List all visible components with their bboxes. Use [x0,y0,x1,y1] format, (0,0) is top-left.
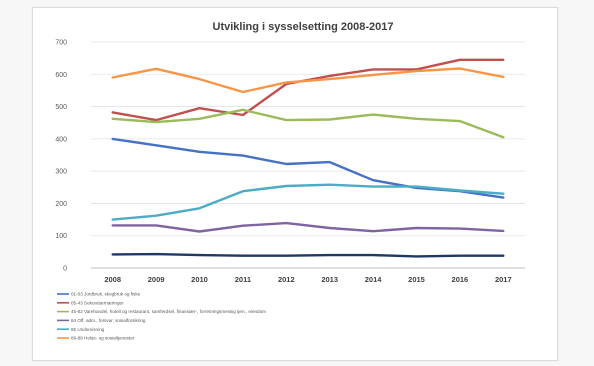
legend-label: 45-82 Varehandel, hotell og restaurant, … [71,309,266,314]
legend-label: 05-43 Sekundærnæringer [71,300,124,305]
gridlines [91,41,525,269]
x-tick-label: 2010 [191,275,208,284]
legend: 01-03 Jordbruk, skogbruk og fiske 05-43 S… [57,292,266,341]
series-line-3 [111,108,505,139]
chart-frame: Utvikling i sysselsetting 2008-2017 0 100… [32,7,558,361]
series-lines [111,58,505,258]
chart-title: Utvikling i sysselsetting 2008-2017 [213,21,394,33]
y-axis: 0 100 200 300 400 500 600 700 [55,40,67,273]
y-tick-label: 0 [63,266,67,273]
x-tick-label: 2014 [365,275,383,284]
series-line-7 [111,252,505,258]
x-tick-label: 2013 [321,275,338,284]
x-tick-label: 2011 [235,275,251,284]
series-line-4 [111,221,505,233]
legend-label: 01-03 Jordbruk, skogbruk og fiske [71,292,141,297]
series-line-5 [111,183,505,221]
y-tick-label: 600 [55,72,67,79]
legend-label: 86-88 Helse- og sosialtjenester [71,336,135,341]
line-chart: Utvikling i sysselsetting 2008-2017 0 100… [55,21,525,341]
x-tick-label: 2009 [148,275,165,284]
y-tick-label: 100 [55,233,67,240]
x-tick-label: 2012 [278,275,295,284]
x-tick-label: 2008 [104,275,121,284]
x-tick-label: 2016 [452,275,469,284]
legend-label: 84 Off. adm., forsvar, sosialforsikring [71,318,146,323]
x-axis: 2008 2009 2010 2011 2012 2013 2014 2015 2016 2017 [104,275,511,284]
series-line-6 [111,67,505,94]
legend-label: 85 Undervisning [71,327,105,332]
y-tick-label: 300 [55,169,67,176]
x-tick-label: 2017 [495,275,512,284]
y-tick-label: 200 [55,201,67,208]
y-tick-label: 700 [55,40,67,47]
x-tick-label: 2015 [408,275,425,284]
y-tick-label: 400 [55,136,67,143]
y-tick-label: 500 [55,104,67,111]
